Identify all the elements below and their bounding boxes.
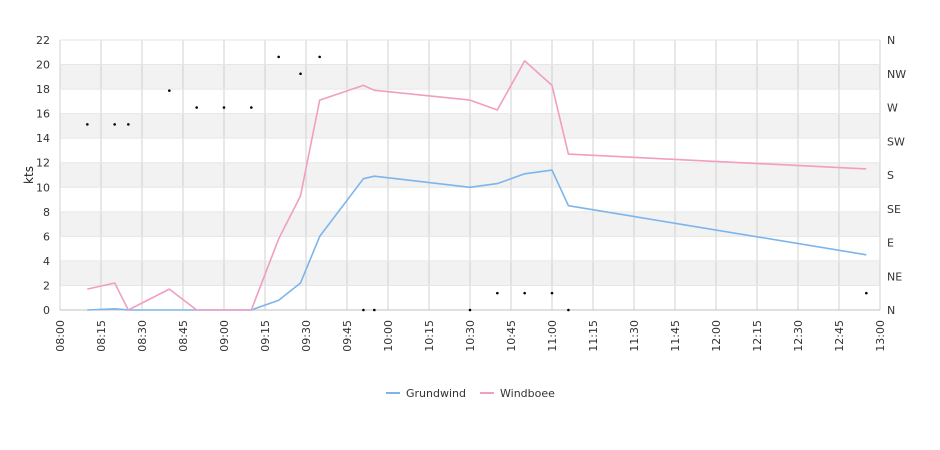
direction-tick-label: NE [887,270,902,283]
x-tick-label: 09:15 [259,320,272,352]
y-tick-label: 16 [36,108,50,121]
x-tick-label: 08:45 [177,320,190,352]
direction-tick-label: W [887,102,898,115]
direction-point [127,123,130,126]
x-tick-label: 11:00 [546,320,559,352]
direction-point [195,106,198,109]
y-tick-label: 6 [43,230,50,243]
vertical-gridlines [59,40,881,310]
direction-tick-label: N [887,304,895,317]
legend-item-grundwind[interactable]: Grundwind [386,387,466,400]
y-tick-label: 22 [36,34,50,47]
x-tick-label: 09:30 [300,320,313,352]
legend-item-windboee[interactable]: Windboee [480,387,555,400]
x-tick-label: 11:15 [587,320,600,352]
series-line-windboee [87,60,867,311]
series-layer [86,55,868,312]
legend[interactable]: Grundwind Windboee [386,387,555,400]
legend-label: Grundwind [406,387,466,400]
direction-tick-label: S [887,169,894,182]
direction-tick-label: NW [887,68,906,81]
x-tick-label: 08:30 [136,320,149,352]
y-tick-label: 20 [36,59,50,72]
y-tick-label: 10 [36,181,50,194]
y-tick-label: 14 [36,132,50,145]
direction-tick-label: SW [887,135,905,148]
direction-point [86,123,89,126]
direction-point [523,291,526,295]
y-tick-label: 0 [43,304,50,317]
x-tick-label: 12:00 [710,320,723,352]
x-tick-label: 13:00 [874,320,887,352]
x-tick-label: 10:45 [505,320,518,352]
x-tick-label: 09:45 [341,320,354,352]
y-axis-label: kts [22,166,36,184]
direction-point [277,55,280,59]
y-tick-label: 18 [36,83,50,96]
y-axis-ticks: 0 2 4 6 8 10 12 14 16 18 20 22 [36,34,50,317]
direction-point [113,123,116,126]
x-tick-label: 08:15 [95,320,108,352]
direction-point [222,106,226,109]
direction-point [168,89,171,92]
x-tick-label: 09:00 [218,320,231,352]
series-line-grundwind [87,169,867,311]
direction-point [550,291,554,295]
x-tick-label: 10:15 [423,320,436,352]
x-tick-label: 10:30 [464,320,477,352]
direction-point [567,308,570,312]
x-tick-label: 11:45 [669,320,682,352]
x-tick-label: 08:00 [54,320,67,352]
direction-point [299,72,302,76]
direction-axis-ticks: N NE E SE S SW W NW N [887,34,906,317]
x-tick-label: 12:30 [792,320,805,352]
x-tick-label: 10:00 [382,320,395,352]
direction-point [496,291,499,295]
x-tick-label: 12:15 [751,320,764,352]
direction-point [250,106,253,109]
x-tick-label: 12:45 [833,320,846,352]
legend-label: Windboee [500,387,555,400]
y-tick-label: 12 [36,157,50,170]
direction-point [865,291,868,295]
y-tick-label: 4 [43,255,50,268]
y-tick-label: 2 [43,279,50,292]
x-axis-ticks: 08:00 08:15 08:30 08:45 09:00 09:15 09:30 09:45… [54,320,887,352]
direction-tick-label: SE [887,203,901,216]
direction-point [318,55,321,59]
x-tick-label: 11:30 [628,320,641,352]
direction-point [468,308,472,312]
direction-tick-label: E [887,237,894,250]
direction-point [362,308,365,312]
direction-point [373,308,376,312]
direction-tick-label: N [887,34,895,47]
y-tick-label: 8 [43,206,50,219]
